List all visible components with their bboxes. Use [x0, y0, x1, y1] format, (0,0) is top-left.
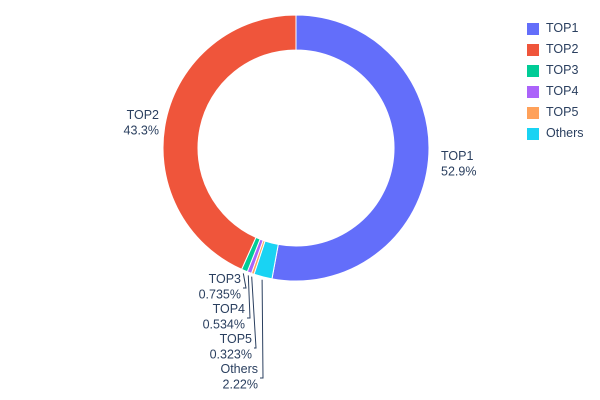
legend-item-top2[interactable]: TOP2: [527, 42, 584, 57]
leader-line-others: [260, 279, 264, 379]
legend-item-others[interactable]: Others: [527, 126, 584, 141]
leader-line-top5: [251, 276, 257, 349]
legend-item-top3[interactable]: TOP3: [527, 63, 584, 78]
legend-swatch-top3: [527, 64, 539, 77]
legend-label: TOP3: [546, 63, 579, 77]
slice-label-top1: TOP1 52.9%: [441, 149, 476, 179]
legend-swatch-top1: [527, 22, 539, 35]
slice-label-top5: TOP5 0.323%: [210, 332, 252, 362]
slice-top1[interactable]: [271, 14, 430, 282]
legend-label: TOP4: [546, 84, 579, 98]
slice-top2[interactable]: [162, 14, 297, 271]
legend-label: TOP1: [546, 21, 579, 35]
slice-label-others: Others 2.22%: [220, 362, 258, 392]
legend-label: TOP2: [546, 42, 579, 56]
legend-swatch-top2: [527, 43, 539, 56]
legend-swatch-top5: [527, 106, 539, 119]
leader-line-top3: [242, 273, 247, 289]
legend-label: TOP5: [546, 105, 579, 119]
legend-item-top1[interactable]: TOP1: [527, 21, 584, 36]
slice-label-top2: TOP2 43.3%: [124, 108, 160, 138]
slice-label-top3: TOP3 0.735%: [199, 272, 241, 302]
slice-label-top4: TOP4 0.534%: [203, 302, 245, 332]
legend-label: Others: [546, 126, 584, 140]
legend-item-top4[interactable]: TOP4: [527, 84, 584, 99]
legend-swatch-others: [527, 127, 539, 140]
legend-item-top5[interactable]: TOP5: [527, 105, 584, 120]
leader-line-top4: [247, 275, 251, 319]
legend-swatch-top4: [527, 85, 539, 98]
legend: TOP1 TOP2 TOP3 TOP4 TOP5 Others: [527, 21, 584, 141]
